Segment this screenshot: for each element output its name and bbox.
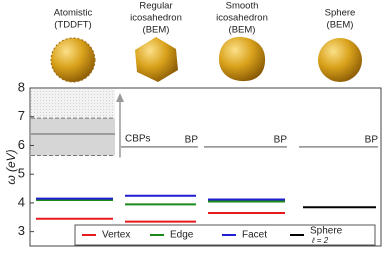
- column-header: (BEM): [143, 25, 170, 36]
- cbp-band: [31, 118, 115, 156]
- column-header: Sphere: [325, 8, 356, 19]
- column-header: (BEM): [229, 25, 256, 36]
- column-header: icosahedron: [130, 13, 182, 24]
- y-tick-label: 6: [18, 137, 25, 152]
- regular-icosahedron: [135, 37, 178, 82]
- y-tick-label: 5: [18, 166, 25, 181]
- smooth-icosahedron: [219, 36, 266, 82]
- column-header: Regular: [139, 1, 172, 12]
- y-tick-label: 3: [18, 223, 25, 238]
- bp-label: BP: [365, 135, 379, 146]
- bp-label: BP: [185, 135, 199, 146]
- bp-label: BP: [274, 135, 288, 146]
- cbp-upper-region: [31, 89, 115, 119]
- column-header: (TDDFT): [54, 20, 91, 31]
- y-axis-label: ω (eV): [4, 149, 18, 184]
- column-header: icosahedron: [216, 13, 268, 24]
- atomistic-particle: [50, 37, 96, 83]
- legend-label: Facet: [242, 230, 267, 241]
- legend-note: ℓ = 2: [311, 236, 329, 245]
- legend-label: Vertex: [102, 230, 130, 241]
- cbp-label: CBPs: [125, 134, 151, 145]
- y-tick-label: 8: [18, 79, 25, 94]
- legend-label: Sphere: [310, 226, 343, 237]
- y-tick-label: 7: [18, 108, 25, 123]
- cbp-arrowhead: [116, 93, 124, 102]
- column-header: Atomistic: [54, 8, 93, 19]
- column-header: Smooth: [226, 1, 259, 12]
- y-tick-label: 4: [18, 194, 25, 209]
- column-header: (BEM): [327, 20, 354, 31]
- plot-frame: [29, 87, 382, 247]
- sphere-particle: [318, 38, 362, 82]
- particle-images: [50, 36, 362, 83]
- legend-label: Edge: [170, 230, 194, 241]
